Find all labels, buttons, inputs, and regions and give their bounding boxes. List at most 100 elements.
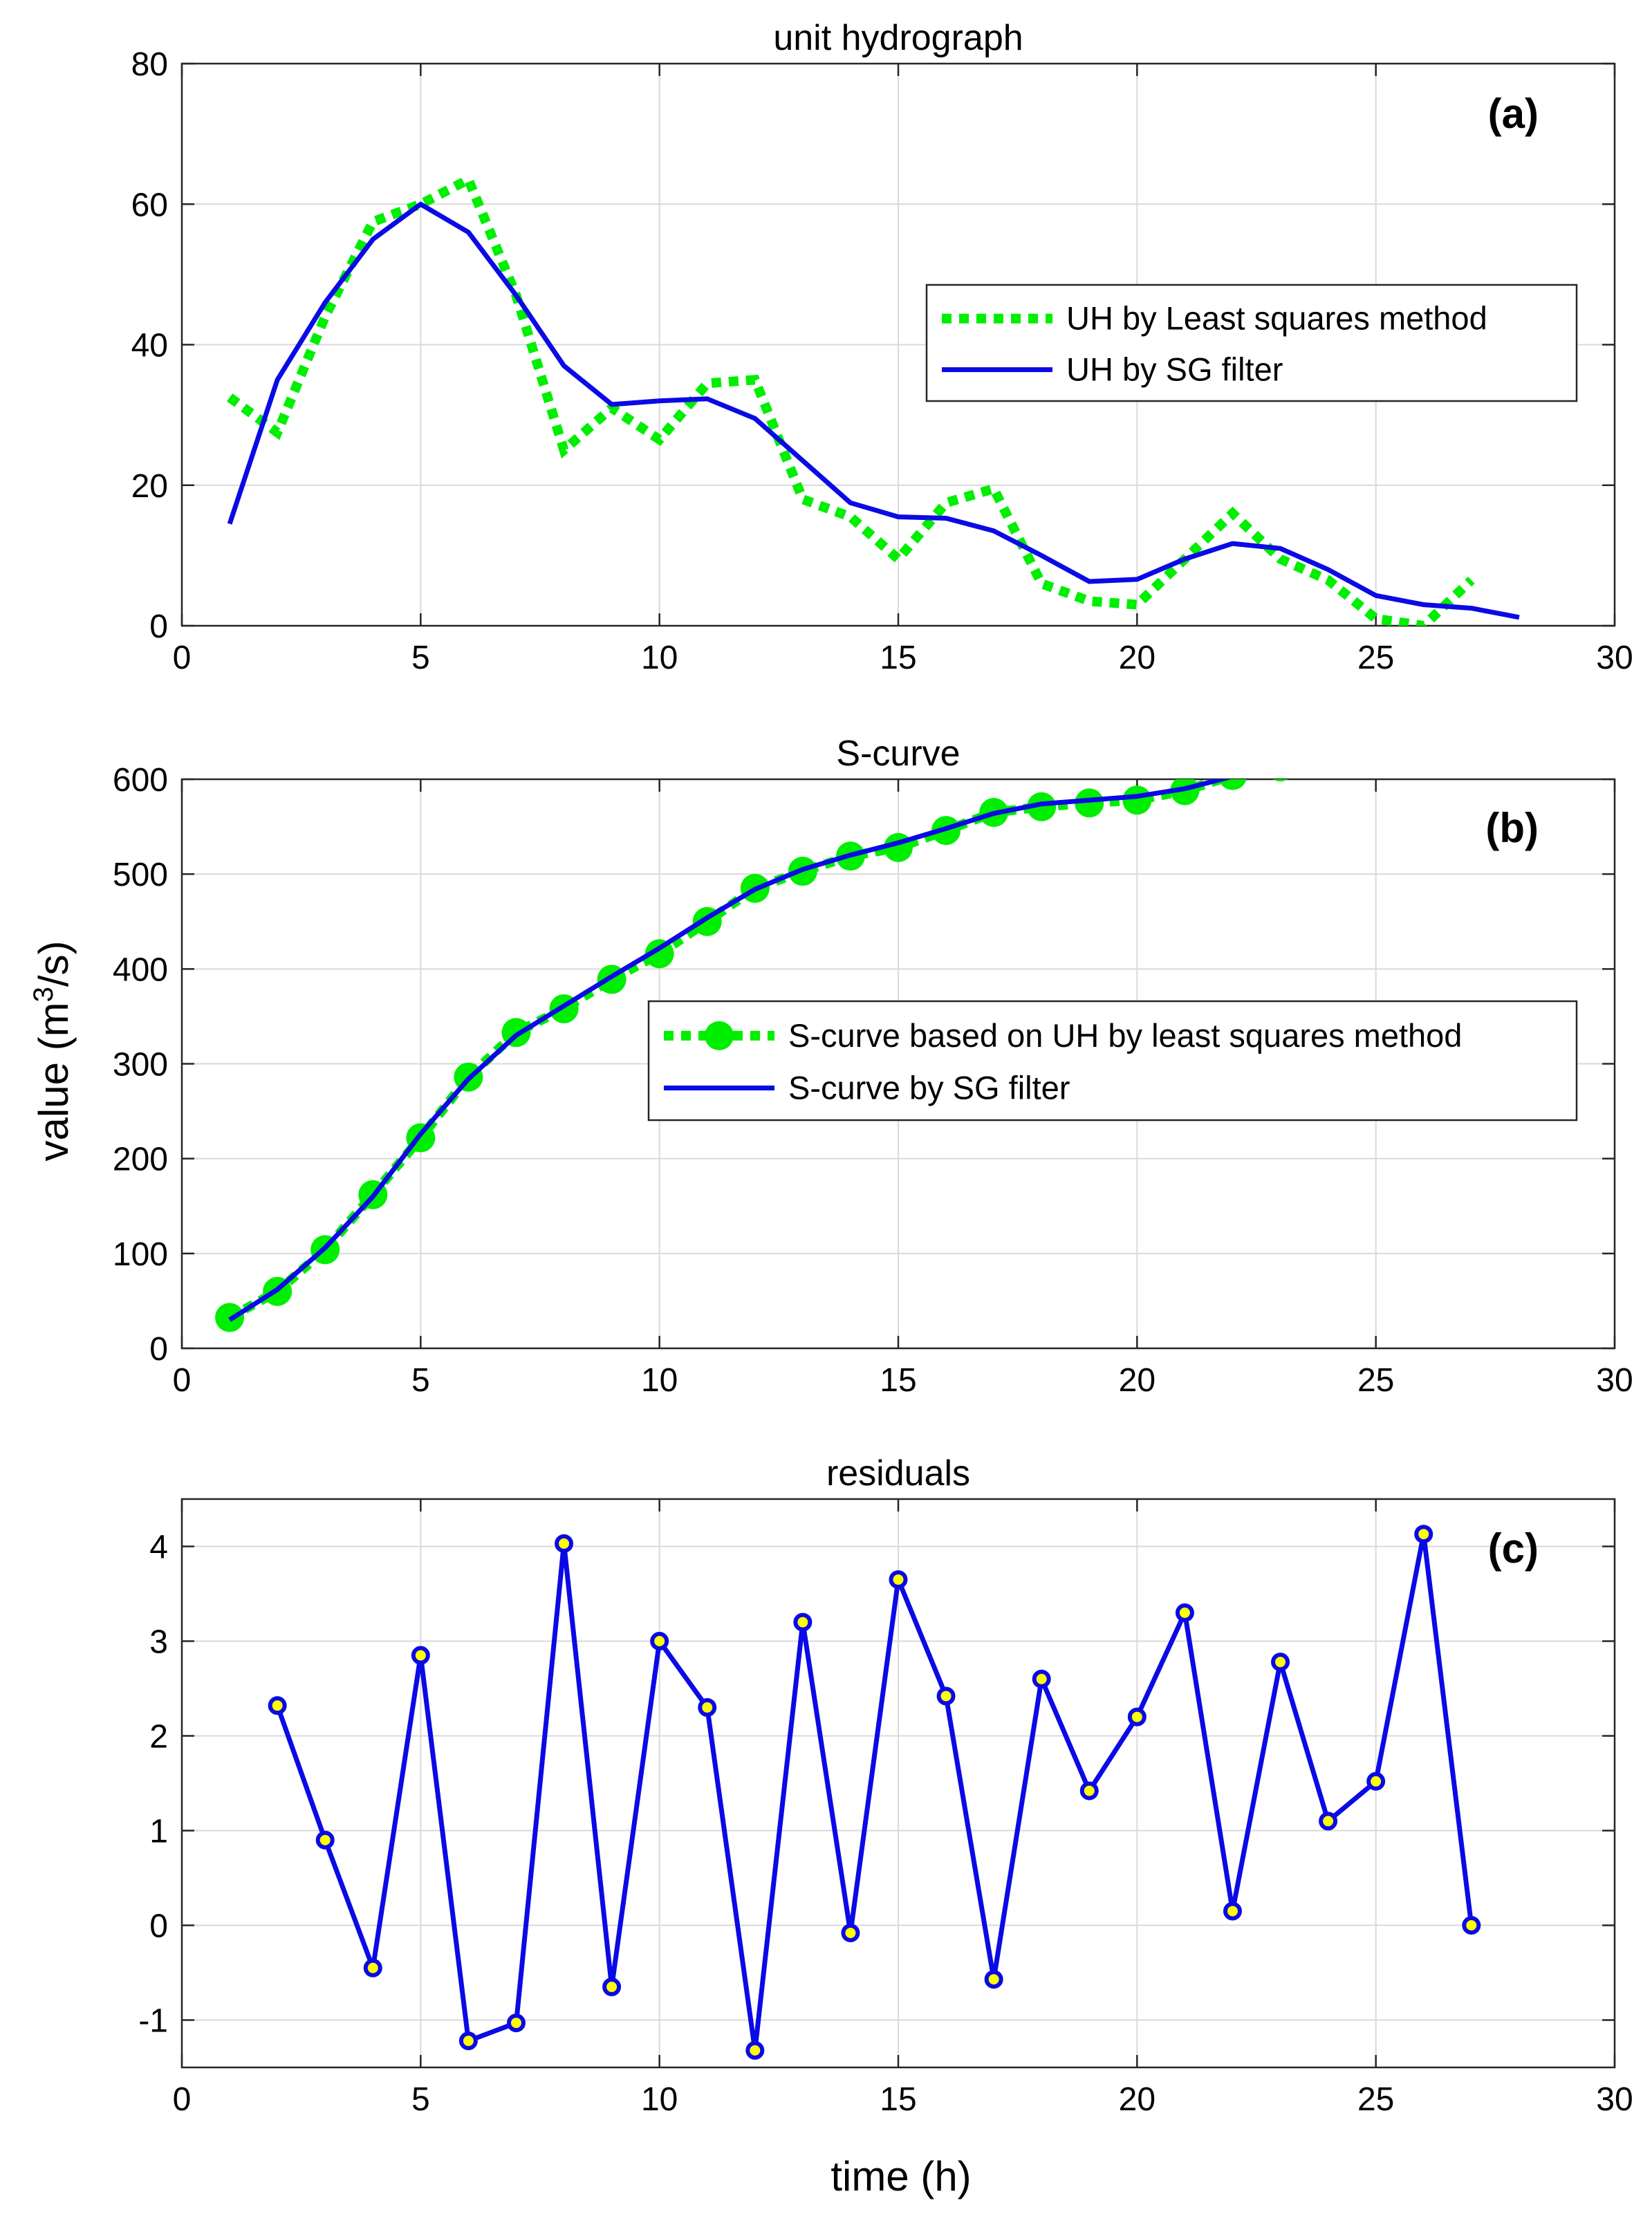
data-point [1122,785,1152,815]
x-tick-label: 5 [411,1362,430,1399]
y-tick-label: 0 [149,1908,168,1945]
panel-b: 0 5 10 15 20 25 300100200300400500600S-curve(b… [113,734,1633,1399]
data-point [1319,1812,1338,1831]
data-point [1032,1669,1051,1689]
x-axis-label: time (h) [830,2153,971,2199]
x-tick-label: 5 [411,640,430,676]
x-tick-label: 0 [173,640,192,676]
y-tick-label: 4 [149,1529,168,1566]
x-tick-label: 15 [880,1362,916,1399]
legend-entry-label: UH by SG filter [1066,351,1283,388]
y-tick-label: 1 [149,1814,168,1850]
data-point [411,1646,430,1665]
data-point [889,1570,908,1589]
y-tick-label: 2 [149,1719,168,1756]
data-layer [215,738,1486,1332]
x-tick-label: 0 [173,2081,192,2118]
x-tick-label: 30 [1596,2081,1633,2118]
series-line-2 [227,201,1520,620]
legend: UH by Least squares method UH by SG filte… [925,283,1578,402]
data-point [1314,746,1343,775]
data-point [1079,1781,1099,1801]
panel-title: residuals [826,1453,970,1494]
y-tick-label: 0 [149,1331,168,1368]
panel-c: 0 5 10 15 20 25 30 -1 0 1 2 3 4 residuals (c) [138,1453,1633,2118]
data-point [1366,1771,1386,1791]
y-tick-label: -1 [138,2003,168,2040]
data-point [644,939,674,969]
data-point [506,2013,526,2033]
data-point [1462,1916,1481,1935]
x-tick-label: 25 [1357,640,1394,676]
data-point [1362,745,1391,774]
data-point [1414,1525,1433,1544]
legend-box [647,1000,1578,1122]
legend-entry-label: UH by Least squares method [1066,300,1487,337]
x-tick-label: 15 [880,2081,916,2118]
y-tick-label: 200 [113,1142,168,1178]
panel-title: unit hydrograph [773,18,1023,58]
x-tick-label: 30 [1596,1362,1633,1399]
data-point [698,1698,717,1717]
data-point [458,2031,478,2051]
data-point [1457,738,1486,768]
y-tick-label: 60 [131,187,168,223]
y-tick-label: 400 [113,951,168,988]
panel-label: (a) [1488,91,1539,137]
data-point [268,1696,287,1715]
data-point [1272,779,1288,782]
legend: S-curve based on UH by least squares met… [647,1000,1578,1122]
data-point [745,2040,765,2060]
y-tick-label: 500 [113,857,168,893]
x-tick-label: 25 [1357,1362,1394,1399]
legend-marker [705,1021,734,1050]
data-point [1271,1653,1290,1672]
data-point [1075,788,1104,818]
legend-entry-label: S-curve based on UH by least squares met… [788,1017,1462,1054]
legend-entry-label: S-curve by SG filter [788,1070,1070,1106]
panel-label: (c) [1488,1525,1539,1572]
y-tick-label: 40 [131,328,168,364]
data-layer [226,172,1520,626]
panel-title: S-curve [836,734,960,774]
x-tick-label: 15 [880,640,916,676]
data-point [1409,745,1438,774]
data-point [1218,779,1247,790]
data-point [841,1923,860,1942]
x-tick-label: 10 [641,2081,678,2118]
x-tick-label: 25 [1357,2081,1394,2118]
x-tick-label: 30 [1596,640,1633,676]
data-point [363,1958,382,1978]
data-point [793,1612,813,1632]
y-tick-label: 300 [113,1047,168,1083]
data-point [984,1970,1003,1989]
y-tick-label: 0 [149,608,168,645]
x-tick-label: 20 [1119,1362,1156,1399]
data-point [1027,792,1057,821]
series-line-2 [228,779,1232,1322]
data-point [315,1830,335,1850]
x-tick-label: 20 [1119,2081,1156,2118]
data-point [936,1686,956,1706]
y-tick-label: 80 [131,46,168,83]
data-point [1175,1603,1194,1622]
y-tick-label: 600 [113,762,168,799]
data-point [1223,1901,1242,1921]
data-point [1127,1707,1147,1727]
data-point [650,1632,669,1650]
x-tick-label: 0 [173,1362,192,1399]
x-tick-label: 10 [641,1362,678,1399]
legend-box [925,283,1578,402]
x-tick-label: 5 [411,2081,430,2118]
y-tick-label: 20 [131,468,168,505]
panel-label: (b) [1485,805,1539,851]
y-axis-label: value (m3/s) [28,941,77,1162]
panel-a: 0 5 10 15 20 25 30 0 20 40 60 80 unit hydrograph (a) U… [131,18,1633,676]
data-point [555,1534,574,1553]
y-tick-label: 3 [149,1624,168,1661]
x-tick-label: 20 [1119,640,1156,676]
y-tick-label: 100 [113,1236,168,1273]
data-point [602,1978,622,1997]
x-tick-label: 10 [641,640,678,676]
